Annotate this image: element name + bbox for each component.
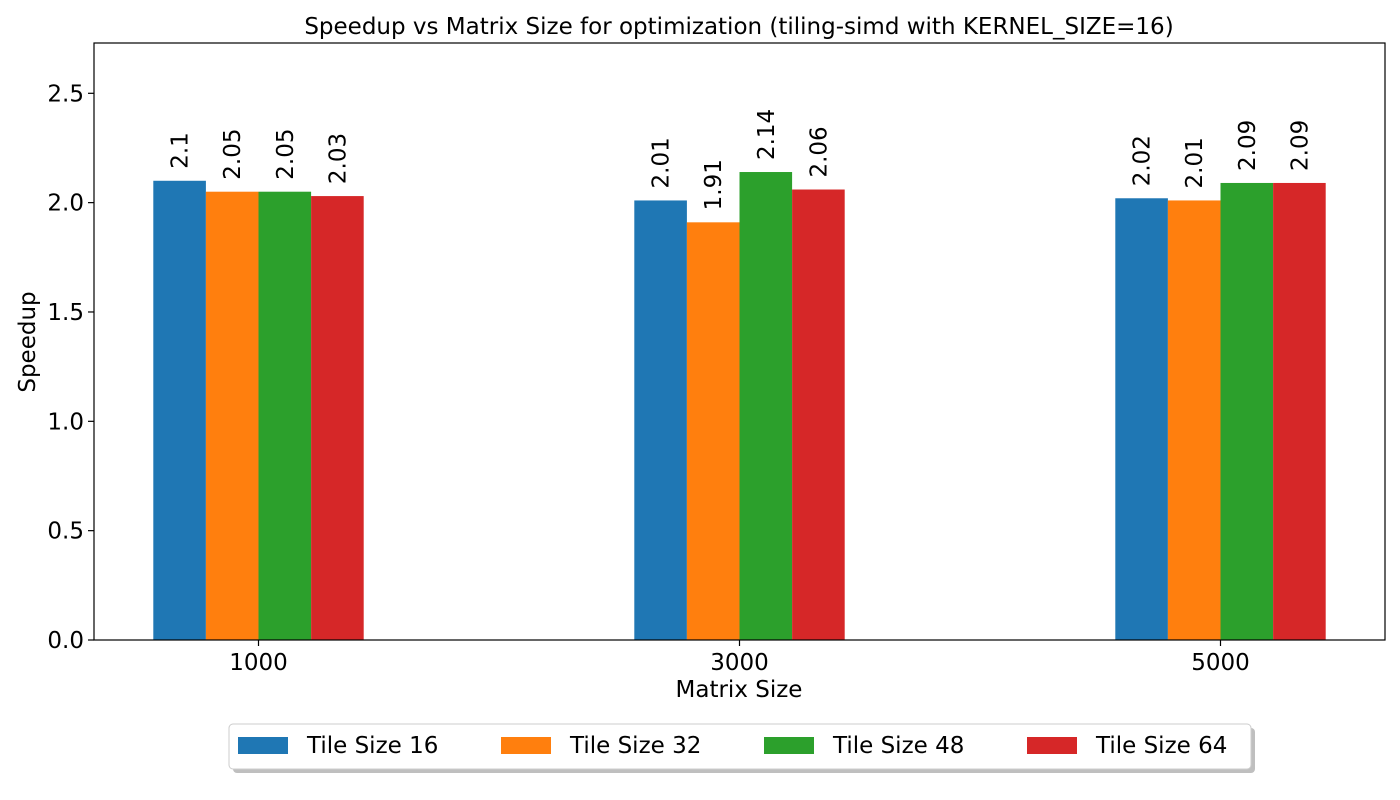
plot-area: 2.1 2.01 2.02 2.05 1.91 2.01 2.05 2.14 2.09 2.03 2…: [47, 42, 1386, 676]
bar-value-label: 2.05: [273, 128, 299, 179]
y-tick-label: 2.5: [47, 81, 84, 107]
legend-label: Tile Size 16: [306, 733, 438, 759]
legend-label: Tile Size 48: [832, 733, 964, 759]
y-tick-label: 0.5: [47, 519, 84, 545]
bar-tile-size-32-3000: [686, 222, 740, 641]
bar-value-label: 2.1: [168, 132, 194, 169]
bar-value-label: 1.91: [701, 159, 727, 210]
bar-value-label: 2.01: [1182, 137, 1208, 188]
bar-tile-size-64-5000: [1273, 182, 1326, 640]
legend-swatch: [764, 737, 814, 754]
bar-value-label: 2.14: [754, 109, 780, 160]
y-tick-label: 2.0: [47, 191, 84, 217]
legend-label: Tile Size 32: [569, 733, 701, 759]
bar-tile-size-16-5000: [1115, 198, 1168, 640]
y-axis-label: Speedup: [15, 291, 41, 392]
legend-box: [228, 723, 1252, 770]
bar-tile-size-48-1000: [258, 191, 312, 640]
legend-label: Tile Size 64: [1095, 733, 1227, 759]
bar-value-label: 2.09: [1235, 120, 1261, 171]
bar-tile-size-48-5000: [1220, 182, 1274, 640]
legend-swatch: [238, 737, 288, 754]
x-tick-label: 3000: [710, 650, 769, 676]
bar-tile-size-32-1000: [205, 191, 259, 640]
y-tick-label: 0.0: [47, 628, 84, 654]
chart-title: Speedup vs Matrix Size for optimization …: [304, 14, 1173, 40]
bar-value-label: 2.01: [649, 137, 675, 188]
bar-tile-size-48-3000: [739, 172, 793, 640]
bar-tile-size-32-5000: [1167, 200, 1221, 640]
bar-value-label: 2.09: [1287, 120, 1313, 171]
legend: Tile Size 16 Tile Size 32 Tile Size 48 Tile…: [228, 723, 1255, 773]
bar-tile-size-16-1000: [153, 180, 206, 640]
y-tick-label: 1.0: [47, 409, 84, 435]
bar-value-label: 2.02: [1130, 135, 1156, 186]
legend-swatch: [501, 737, 551, 754]
bar-value-label: 2.06: [806, 126, 832, 177]
bar-tile-size-64-1000: [311, 196, 364, 641]
x-axis-label: Matrix Size: [676, 677, 803, 703]
bar-value-label: 2.03: [325, 133, 351, 184]
x-tick-label: 1000: [229, 650, 288, 676]
bar-value-label: 2.05: [220, 128, 246, 179]
bar-tile-size-64-3000: [792, 189, 845, 640]
legend-swatch: [1027, 737, 1077, 754]
y-tick-label: 1.5: [47, 300, 84, 326]
x-tick-label: 5000: [1191, 650, 1250, 676]
bar-tile-size-16-3000: [634, 200, 687, 640]
